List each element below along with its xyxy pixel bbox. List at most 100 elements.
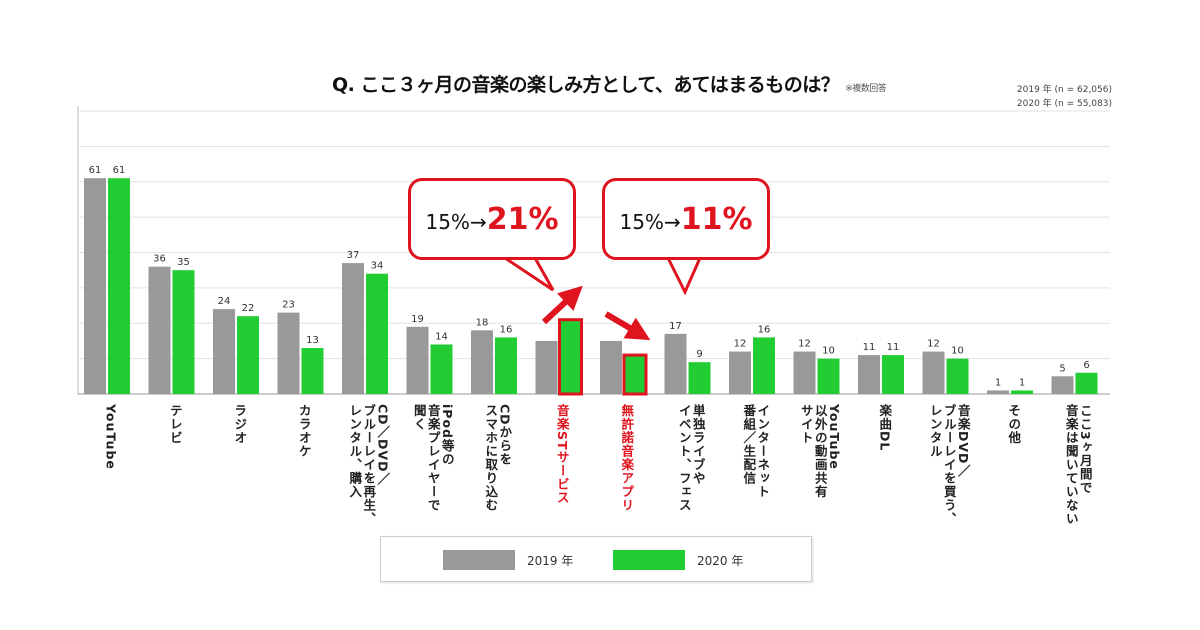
data-label: 24 — [218, 296, 231, 307]
sample-size-2019: 2019 年 (n = 62,056) — [1016, 85, 1112, 95]
data-label: 36 — [153, 254, 166, 265]
bar-2019 — [148, 266, 171, 394]
x-tick-label: 楽曲DL — [877, 404, 893, 452]
callout-streaming: 15%→21% — [408, 178, 576, 260]
data-label: 61 — [89, 165, 102, 176]
bar-2019 — [858, 355, 880, 394]
bar-2019 — [84, 178, 106, 394]
x-tick-label: CD／DVD／ ブルーレイを再生、 レンタル、購入 — [347, 404, 391, 526]
highlight-box — [622, 353, 648, 396]
callout-from: 15% — [425, 210, 470, 234]
callout-tail — [504, 256, 555, 292]
bar-2020 — [882, 355, 904, 394]
multiple-answer-note: ※複数回答 — [845, 84, 887, 94]
bar-2020 — [559, 319, 582, 394]
data-label: 11 — [887, 342, 900, 353]
data-label: 5 — [1059, 363, 1065, 374]
bar-2020 — [1011, 390, 1033, 394]
callout-arrow: → — [469, 210, 487, 234]
data-label: 18 — [476, 317, 489, 328]
bar-2019 — [471, 330, 493, 394]
x-tick-label: CDからを スマホに取り込む — [483, 404, 513, 512]
bar-2019 — [535, 340, 558, 394]
bar-2019 — [342, 263, 364, 394]
bar-2020 — [753, 337, 775, 394]
x-tick-label: YouTube 以外の動画共有 サイト — [798, 404, 842, 499]
bar-2020 — [946, 358, 969, 394]
bar-2019 — [793, 351, 816, 394]
legend-label-2020: 2020 年 — [697, 554, 744, 568]
title-text: Q. ここ３ヶ月の音楽の楽しみ方として、あてはまるものは？ — [332, 74, 840, 96]
callout-arrow: → — [663, 210, 681, 234]
arrow-up-icon — [541, 285, 583, 325]
bar-2020 — [366, 273, 388, 394]
x-tick-label: 単独ライブや イベント、フェス — [676, 404, 706, 512]
data-label: 14 — [435, 331, 448, 342]
bar-2019 — [922, 351, 945, 394]
bar-2019 — [213, 309, 235, 394]
data-label: 1 — [1019, 377, 1025, 388]
callout-to: 11% — [680, 202, 753, 237]
bar-2019 — [600, 340, 622, 394]
legend-label-2019: 2019 年 — [527, 554, 574, 568]
x-tick-label: ラジオ — [232, 404, 248, 445]
data-label: 22 — [242, 303, 255, 314]
x-tick-label: テレビ — [167, 404, 183, 445]
bar-2019 — [406, 326, 429, 394]
bar-2020 — [1075, 372, 1098, 394]
x-tick-label: YouTube — [103, 404, 119, 470]
bar-2020 — [624, 355, 646, 394]
legend: 2019 年 2020 年 — [380, 536, 812, 582]
data-label: 12 — [734, 339, 747, 350]
arrow-down-icon — [604, 311, 651, 341]
data-label: 61 — [113, 165, 126, 176]
data-label: 10 — [822, 346, 835, 357]
data-label: 34 — [371, 261, 384, 272]
data-label: 23 — [282, 300, 295, 311]
data-label: 11 — [863, 342, 876, 353]
data-label: 12 — [927, 339, 940, 350]
bar-2019 — [987, 390, 1009, 394]
bar-2020 — [495, 337, 517, 394]
highlight-box — [558, 318, 583, 396]
data-label: 1 — [995, 377, 1001, 388]
bar-2020 — [108, 178, 130, 394]
x-tick-label: その他 — [1006, 404, 1022, 445]
data-label: 19 — [411, 314, 424, 325]
x-tick-label: カラオケ — [296, 404, 312, 458]
callout-to: 21% — [486, 202, 559, 237]
x-tick-label: ここ3ヶ月間で 音楽は聞いていない — [1063, 404, 1093, 526]
bar-2019 — [1051, 376, 1074, 394]
callout-from: 15% — [619, 210, 664, 234]
bar-2020 — [301, 348, 324, 394]
data-label: 6 — [1083, 360, 1089, 371]
x-tick-label: 無許諾音楽アプリ — [619, 404, 635, 512]
data-label: 37 — [347, 250, 360, 261]
data-label: 35 — [177, 257, 190, 268]
data-label: 9 — [696, 349, 702, 360]
x-tick-label: 音楽DVD／ ブルーレイを買う、 レンタル — [927, 404, 971, 526]
legend-swatch-2020 — [613, 550, 685, 570]
callout-unlicensed: 15%→11% — [602, 178, 770, 260]
x-tick-label: iPod等の 音楽プレイヤーで 聞く — [411, 404, 455, 512]
bar-2020 — [817, 358, 840, 394]
sample-size-2020: 2020 年 (n = 55,083) — [1016, 99, 1112, 109]
data-label: 10 — [951, 346, 964, 357]
data-label: 12 — [798, 339, 811, 350]
callout-tail — [666, 257, 702, 296]
bar-2020 — [688, 362, 711, 394]
legend-swatch-2019 — [443, 550, 515, 570]
bar-2019 — [277, 312, 300, 394]
bar-2019 — [729, 351, 751, 394]
data-label: 17 — [669, 321, 682, 332]
data-label: 13 — [306, 335, 319, 346]
bar-2019 — [664, 333, 687, 394]
data-label: 16 — [500, 324, 513, 335]
bar-2020 — [430, 344, 453, 394]
x-tick-label: インターネット 番組／生配信 — [741, 404, 771, 499]
bar-2020 — [172, 270, 195, 394]
bar-2020 — [237, 316, 259, 394]
data-label: 16 — [758, 324, 771, 335]
